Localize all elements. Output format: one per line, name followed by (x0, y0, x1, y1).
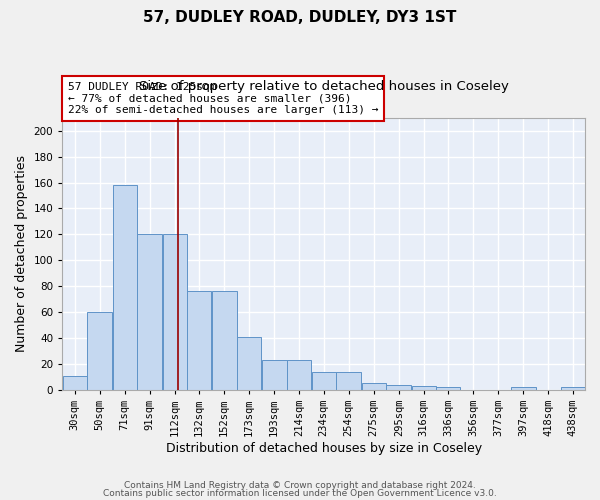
Y-axis label: Number of detached properties: Number of detached properties (15, 156, 28, 352)
Text: Contains HM Land Registry data © Crown copyright and database right 2024.: Contains HM Land Registry data © Crown c… (124, 481, 476, 490)
Bar (511, 388, 536, 390)
Bar (187, 292, 211, 390)
Text: Contains public sector information licensed under the Open Government Licence v3: Contains public sector information licen… (103, 488, 497, 498)
Bar (287, 360, 311, 390)
Bar (237, 337, 261, 390)
Bar (336, 372, 361, 390)
Bar (561, 388, 585, 390)
Text: 57, DUDLEY ROAD, DUDLEY, DY3 1ST: 57, DUDLEY ROAD, DUDLEY, DY3 1ST (143, 10, 457, 25)
Bar (362, 384, 386, 390)
Bar (412, 386, 436, 390)
Bar (87, 312, 112, 390)
Bar (386, 384, 412, 390)
Bar (137, 234, 162, 390)
Text: 57 DUDLEY ROAD: 125sqm
← 77% of detached houses are smaller (396)
22% of semi-de: 57 DUDLEY ROAD: 125sqm ← 77% of detached… (68, 82, 378, 115)
Bar (113, 185, 137, 390)
Bar (212, 292, 237, 390)
Bar (311, 372, 335, 390)
Bar (163, 234, 187, 390)
X-axis label: Distribution of detached houses by size in Coseley: Distribution of detached houses by size … (166, 442, 482, 455)
Title: Size of property relative to detached houses in Coseley: Size of property relative to detached ho… (139, 80, 509, 93)
Bar (62, 376, 86, 390)
Bar (262, 360, 287, 390)
Bar (436, 388, 460, 390)
